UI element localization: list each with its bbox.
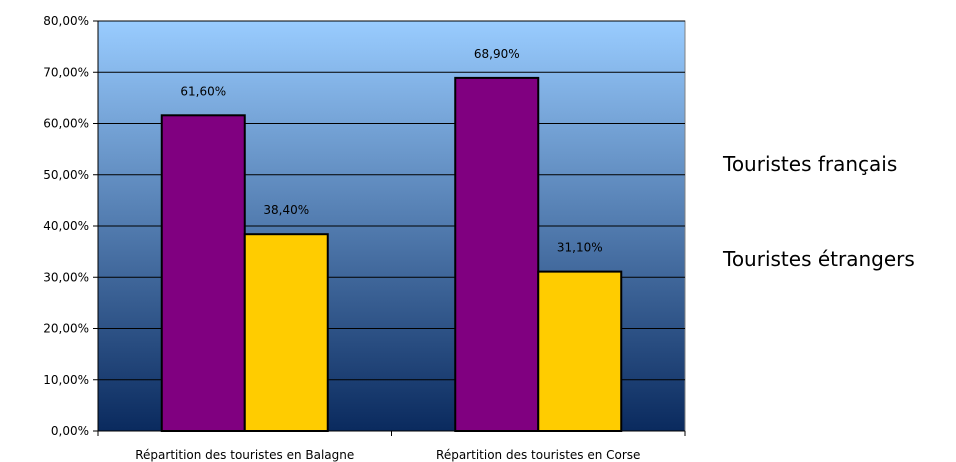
- y-tick-label: 40,00%: [43, 219, 89, 233]
- y-tick-label: 70,00%: [43, 65, 89, 79]
- bar: [454, 76, 540, 432]
- data-label: 31,10%: [557, 241, 603, 255]
- y-tick-label: 60,00%: [43, 117, 89, 131]
- data-label: 61,60%: [180, 84, 226, 98]
- y-tick-label: 10,00%: [43, 373, 89, 387]
- y-tick-label: 20,00%: [43, 322, 89, 336]
- data-label: 38,40%: [263, 203, 309, 217]
- bar: [537, 270, 623, 432]
- bar: [243, 233, 329, 432]
- legend-item-touristes-francais: Touristes français: [723, 152, 898, 176]
- x-category-label: Répartition des touristes en Corse: [436, 448, 640, 462]
- data-label: 68,90%: [474, 47, 520, 61]
- x-category-label: Répartition des touristes en Balagne: [135, 448, 354, 462]
- legend-item-touristes-etrangers: Touristes étrangers: [723, 247, 915, 271]
- bar: [160, 114, 246, 433]
- y-tick-label: 80,00%: [43, 14, 89, 28]
- y-tick-label: 0,00%: [51, 424, 89, 438]
- y-tick-label: 50,00%: [43, 168, 89, 182]
- y-tick-label: 30,00%: [43, 270, 89, 284]
